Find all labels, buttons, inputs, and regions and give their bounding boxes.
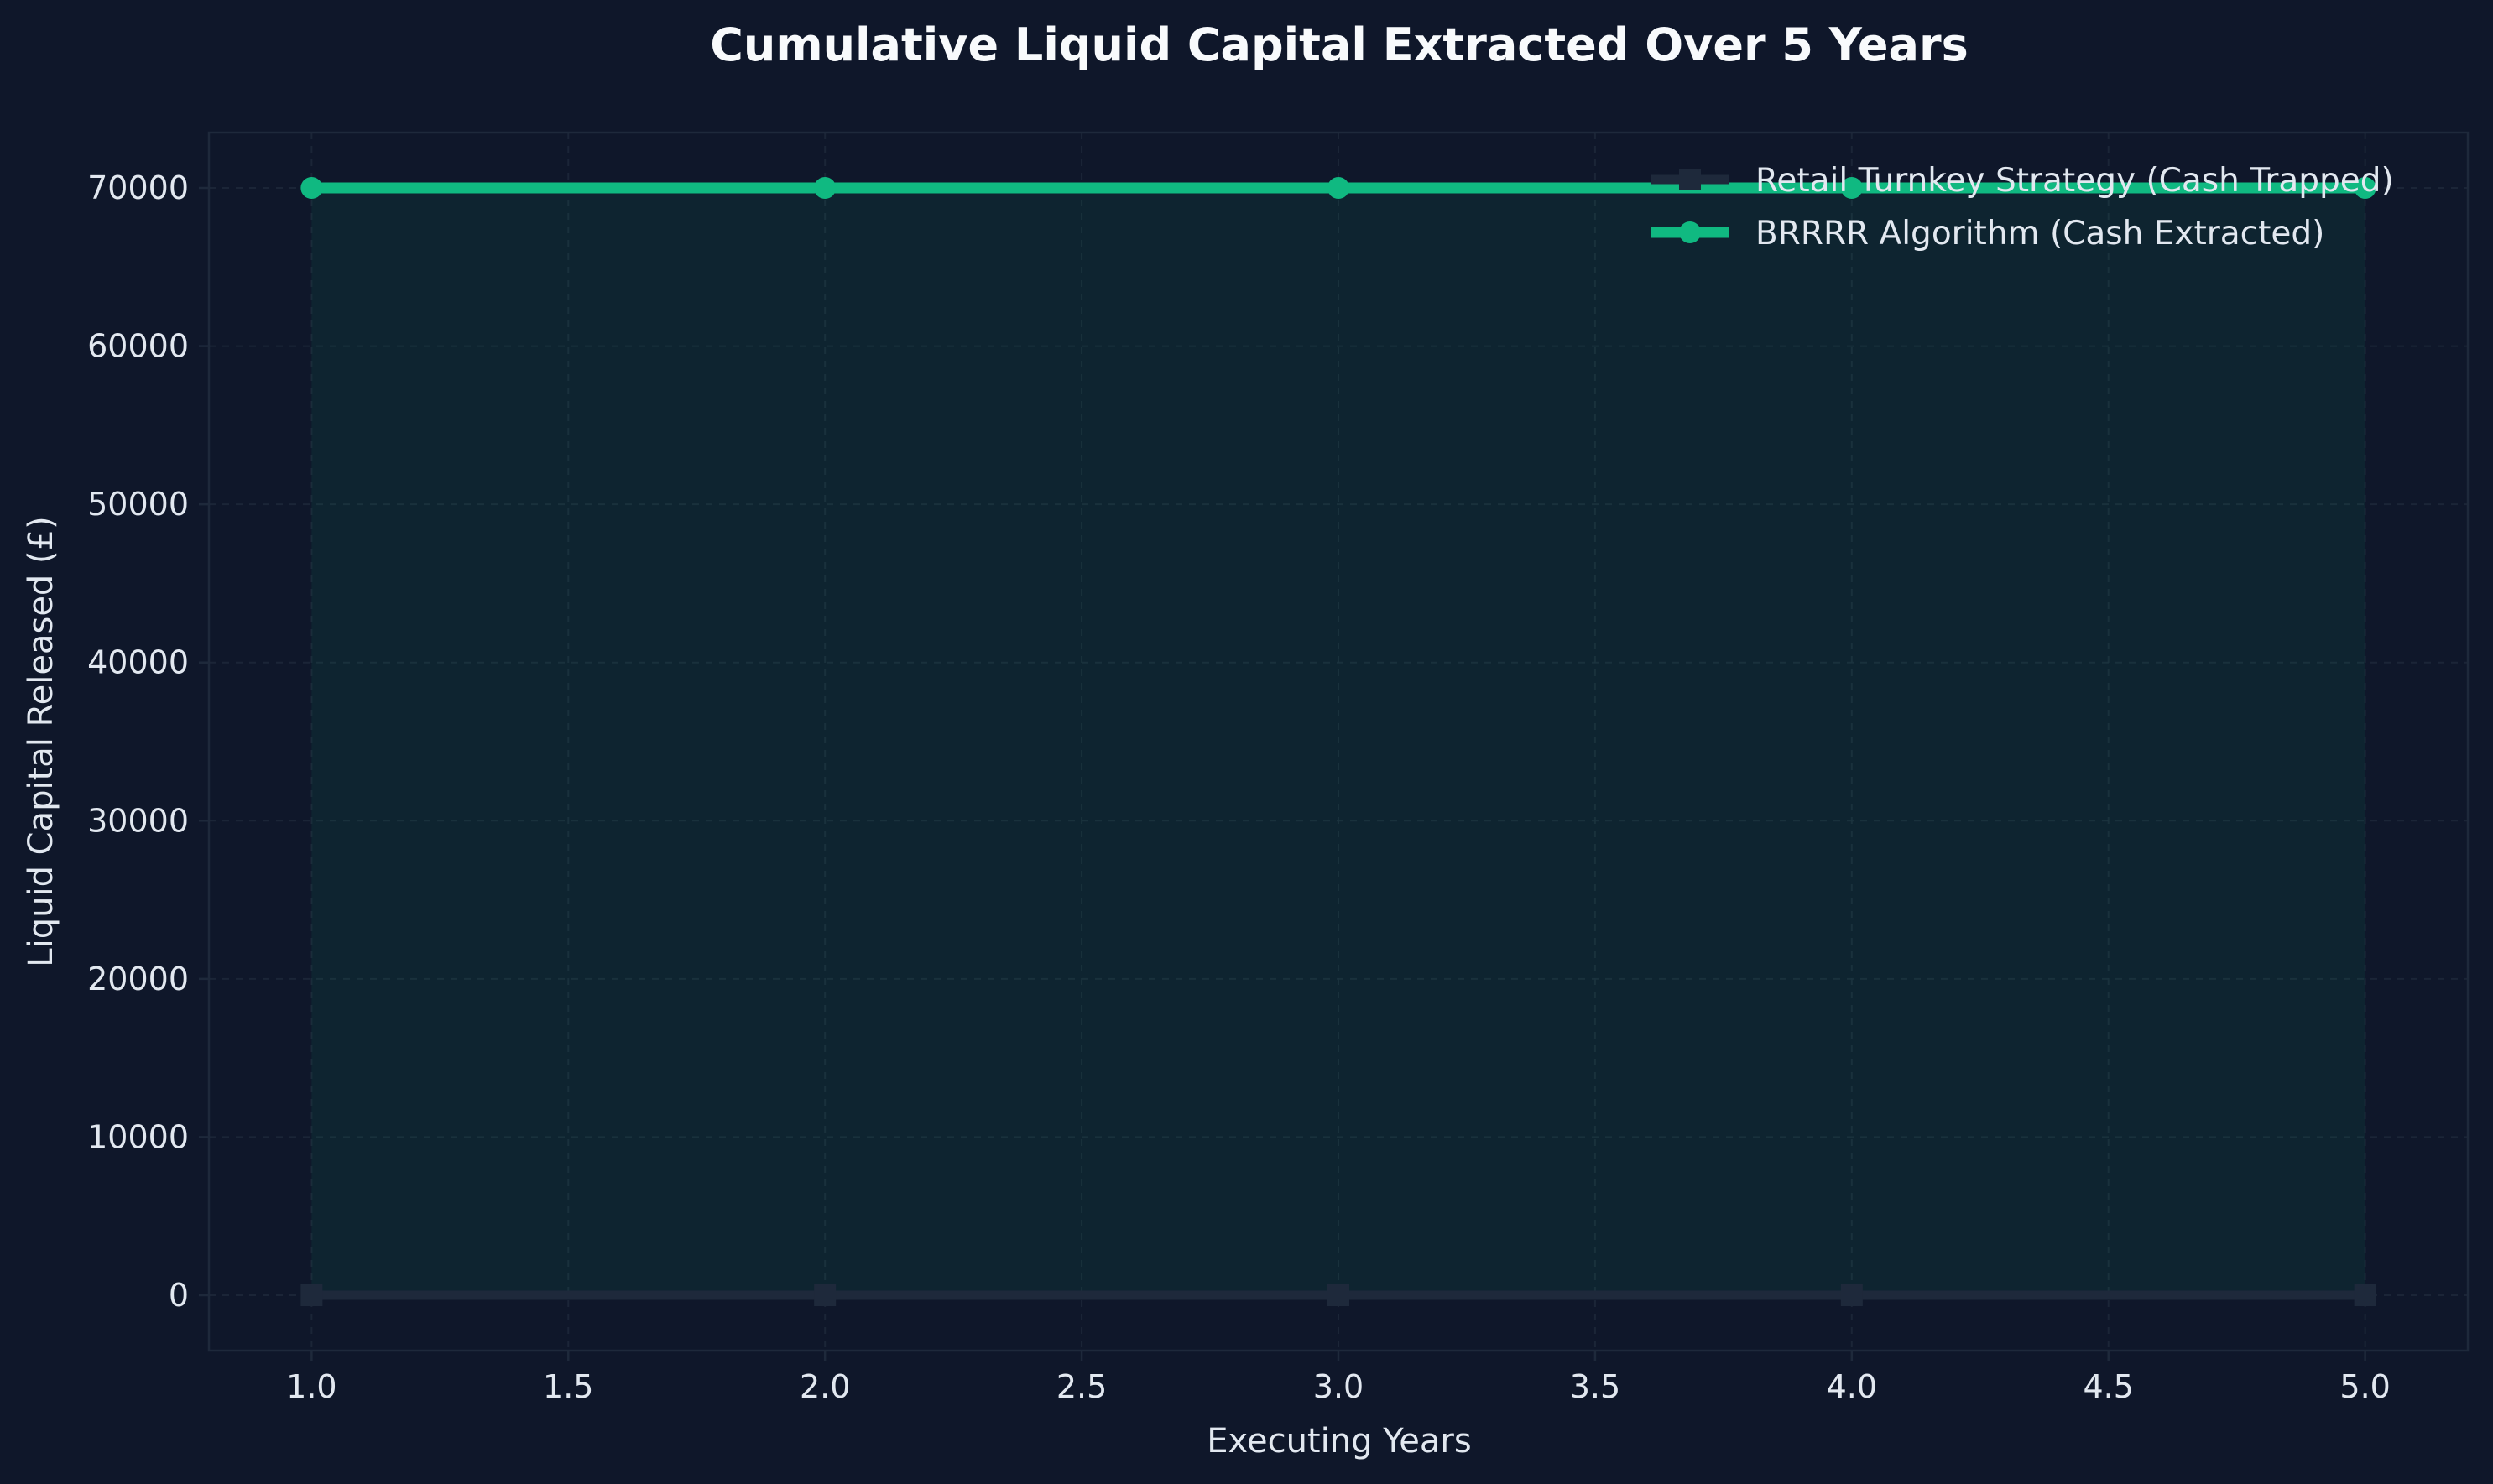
data-point-turnkey — [2354, 1284, 2376, 1306]
chart-title: Cumulative Liquid Capital Extracted Over… — [710, 18, 1968, 71]
x-tick-label: 4.0 — [1827, 1368, 1877, 1405]
x-tick-label: 2.5 — [1056, 1368, 1107, 1405]
data-point-turnkey — [1840, 1284, 1863, 1306]
data-point-turnkey — [1327, 1284, 1349, 1306]
y-axis-label: Liquid Capital Released (£) — [22, 516, 60, 966]
y-tick-label: 20000 — [87, 961, 189, 997]
x-axis-label: Executing Years — [1207, 1422, 1471, 1461]
x-tick-label: 3.0 — [1313, 1368, 1364, 1405]
legend-marker-circle-icon — [1679, 221, 1701, 243]
y-tick-label: 50000 — [87, 486, 189, 523]
data-point-brrrr — [2354, 177, 2376, 199]
fill-between-area — [311, 188, 2365, 1295]
x-tick-label: 3.5 — [1570, 1368, 1620, 1405]
data-point-brrrr — [1840, 177, 1863, 199]
y-tick-label: 70000 — [87, 169, 189, 206]
y-tick-label: 0 — [169, 1277, 189, 1314]
legend: Retail Turnkey Strategy (Cash Trapped) B… — [1651, 162, 2394, 253]
x-tick-label: 1.5 — [543, 1368, 593, 1405]
legend-entry-brrrr: BRRRR Algorithm (Cash Extracted) — [1651, 215, 2324, 253]
legend-entry-turnkey: Retail Turnkey Strategy (Cash Trapped) — [1651, 162, 2394, 200]
x-tick-label: 2.0 — [800, 1368, 850, 1405]
y-tick-label: 30000 — [87, 802, 189, 839]
plot-area: 1.0 1.5 2.0 2.5 3.0 3.5 4.0 4.5 5.0 0 10000 20000 30… — [87, 131, 2470, 1405]
data-point-brrrr — [814, 177, 837, 199]
data-point-brrrr — [1327, 177, 1349, 199]
x-tick-label: 1.0 — [286, 1368, 336, 1405]
data-point-turnkey — [814, 1284, 837, 1306]
legend-marker-square-icon — [1679, 169, 1701, 190]
y-tick-label: 40000 — [87, 644, 189, 681]
x-tick-label: 4.5 — [2084, 1368, 2134, 1405]
x-tick-label: 5.0 — [2339, 1368, 2390, 1405]
y-tick-label: 60000 — [87, 328, 189, 365]
data-point-brrrr — [300, 177, 323, 199]
y-tick-label: 10000 — [87, 1118, 189, 1155]
legend-label-turnkey: Retail Turnkey Strategy (Cash Trapped) — [1755, 162, 2394, 200]
data-point-turnkey — [300, 1284, 323, 1306]
legend-label-brrrr: BRRRR Algorithm (Cash Extracted) — [1755, 215, 2324, 253]
